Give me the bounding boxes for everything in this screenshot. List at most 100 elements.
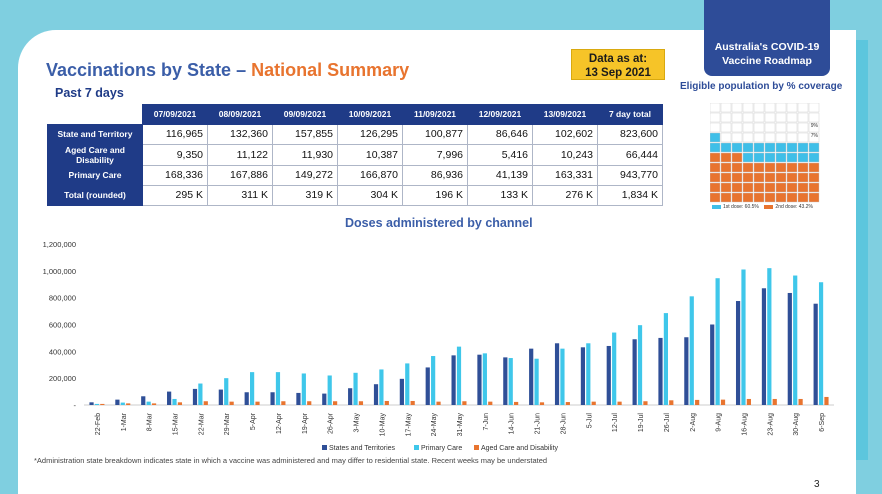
- bar-aged-care-and-disability: [436, 401, 441, 405]
- bar-aged-care-and-disability: [772, 398, 777, 405]
- waffle-cell: [775, 132, 787, 143]
- waffle-cell: [742, 132, 754, 143]
- bar-states-and-territories: [529, 348, 534, 405]
- table-cell: 311 K: [207, 184, 273, 206]
- waffle-cell: [742, 152, 754, 163]
- x-tick-label: 30-Aug: [793, 413, 800, 436]
- bar-states-and-territories: [322, 393, 327, 405]
- bar-primary-care: [379, 369, 384, 405]
- bar-states-and-territories: [554, 343, 560, 405]
- legend-swatch: [322, 445, 327, 450]
- waffle-cell: [797, 132, 809, 143]
- roadmap-line1: Australia's COVID-19: [714, 41, 820, 53]
- table-cell: 11,930: [272, 143, 338, 166]
- waffle-cell: [742, 182, 754, 193]
- bar-aged-care-and-disability: [720, 399, 726, 405]
- waffle-legend: 1st dose: 60.5% 2nd dose: 43.2%: [712, 204, 813, 210]
- y-tick-label: 200,000: [49, 374, 76, 383]
- waffle-cell: [775, 103, 787, 113]
- bar-aged-care-and-disability: [591, 401, 596, 405]
- title-highlight: National Summary: [251, 60, 410, 80]
- bar-states-and-territories: [710, 324, 715, 405]
- waffle-cell: [710, 142, 721, 153]
- waffle-cell: [753, 103, 765, 113]
- waffle-cell: [731, 103, 743, 113]
- roadmap-banner[interactable]: Australia's COVID-19 Vaccine Roadmap: [704, 0, 830, 76]
- x-tick-label: 14-Jun: [509, 413, 516, 435]
- waffle-cell: [710, 152, 721, 163]
- waffle-cell: [786, 103, 798, 113]
- waffle-cell: [710, 182, 721, 193]
- bar-primary-care: [818, 282, 824, 405]
- waffle-cell: [753, 132, 765, 143]
- roadmap-line2: Vaccine Roadmap: [722, 55, 812, 67]
- past-7-days-table: 07/09/2021 08/09/2021 09/09/2021 10/09/2…: [47, 104, 663, 206]
- coverage-waffle-chart: 9% 7%: [710, 103, 820, 203]
- waffle-cell: [720, 182, 732, 193]
- waffle-cell: [775, 162, 787, 173]
- waffle-cell: [797, 122, 809, 133]
- bar-aged-care-and-disability: [126, 403, 131, 405]
- table-cell: 102,602: [532, 123, 598, 145]
- bar-primary-care: [586, 343, 591, 405]
- x-tick-label: 7-Jun: [483, 413, 490, 431]
- bar-aged-care-and-disability: [695, 399, 700, 405]
- waffle-cell: [764, 122, 776, 133]
- page-title: Vaccinations by State – National Summary: [46, 60, 410, 80]
- bar-states-and-territories: [658, 337, 663, 405]
- first-dose-legend: 1st dose: 60.5%: [723, 204, 759, 210]
- x-tick-label: 24-May: [431, 413, 438, 437]
- waffle-cell: [753, 162, 765, 173]
- bar-states-and-territories: [735, 301, 741, 405]
- bar-primary-care: [224, 378, 229, 405]
- bar-primary-care: [301, 373, 306, 405]
- x-tick-label: 29-Mar: [224, 412, 231, 435]
- bar-states-and-territories: [813, 303, 818, 405]
- waffle-cell: [731, 192, 743, 203]
- bar-primary-care: [560, 348, 565, 405]
- waffle-cell: [731, 182, 743, 193]
- waffle-cell: [753, 112, 765, 123]
- table-cell: 149,272: [272, 164, 338, 186]
- table-row: Primary Care 168,336 167,886 149,272 166,870…: [47, 164, 663, 186]
- waffle-cell: [720, 122, 732, 133]
- table-row: State and Territory 116,965 132,360 157,855…: [47, 123, 663, 145]
- bar-aged-care-and-disability: [100, 403, 105, 405]
- second-dose-legend: 2nd dose: 43.2%: [775, 204, 813, 210]
- row-label: State and Territory: [47, 123, 143, 145]
- bar-aged-care-and-disability: [255, 401, 260, 405]
- x-tick-label: 17-May: [405, 413, 412, 437]
- row-label: Total (rounded): [47, 184, 143, 206]
- bar-aged-care-and-disability: [358, 401, 364, 405]
- chart-title: Doses administered by channel: [345, 216, 533, 230]
- table-row: Total (rounded) 295 K 311 K 319 K 304 K 196 K…: [47, 184, 663, 206]
- x-tick-label: 1-Mar: [121, 412, 128, 431]
- x-tick-label: 22-Feb: [95, 413, 102, 435]
- x-tick-label: 15-Mar: [173, 412, 180, 435]
- x-tick-label: 22-Mar: [198, 412, 205, 435]
- bar-states-and-territories: [141, 396, 146, 405]
- waffle-cell: [731, 142, 743, 153]
- x-tick-label: 5-Apr: [250, 412, 257, 430]
- table-cell: 126,295: [337, 123, 403, 145]
- waffle-cell: [797, 103, 809, 113]
- bar-states-and-territories: [632, 339, 637, 405]
- waffle-cell: [753, 142, 765, 153]
- waffle-cell: [731, 122, 743, 133]
- waffle-cell: [720, 112, 732, 123]
- waffle-cell: [753, 172, 765, 183]
- waffle-cell: [775, 172, 787, 183]
- waffle-label-b: 7%: [811, 133, 819, 139]
- bar-primary-care: [172, 398, 177, 405]
- data-as-at-badge: Data as at: 13 Sep 2021: [571, 49, 665, 80]
- bar-states-and-territories: [425, 367, 430, 405]
- waffle-cell: [797, 162, 809, 173]
- waffle-cell: [710, 112, 721, 123]
- bar-primary-care: [120, 402, 125, 405]
- bar-primary-care: [405, 363, 410, 405]
- waffle-cell: [720, 152, 732, 163]
- bar-primary-care: [482, 353, 487, 405]
- waffle-cell: [775, 142, 787, 153]
- table-corner: [47, 104, 143, 124]
- table-cell: 823,600: [597, 123, 663, 145]
